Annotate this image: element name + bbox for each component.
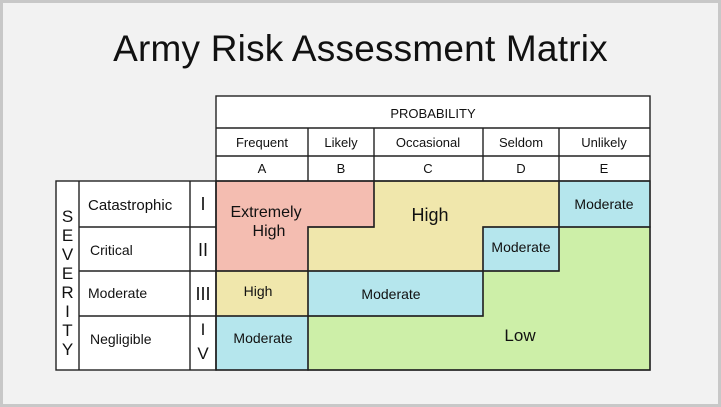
risk-extremely-high-line1: Extremely <box>230 204 301 221</box>
row-code-iii: III <box>195 284 210 304</box>
region-high-a3 <box>216 271 308 316</box>
severity-grid <box>55 180 217 371</box>
region-extremely-high <box>216 181 374 271</box>
region-moderate-row3 <box>308 271 483 316</box>
risk-moderate-e1: Moderate <box>574 196 633 212</box>
probability-header: PROBABILITY <box>390 106 476 121</box>
severity-letter: S <box>62 207 73 226</box>
column-code-e: E <box>600 161 609 176</box>
region-low <box>308 227 650 370</box>
region-high-top <box>308 181 559 271</box>
risk-extremely-high-line2: High <box>253 223 286 240</box>
severity-letter: T <box>62 321 72 340</box>
severity-header: S E V E R I T Y <box>61 207 73 359</box>
risk-moderate-row3: Moderate <box>361 286 420 302</box>
column-label-frequent: Frequent <box>236 135 288 150</box>
probability-header-bg <box>216 96 650 181</box>
severity-letter: E <box>62 226 73 245</box>
column-label-unlikely: Unlikely <box>581 135 627 150</box>
row-label-catastrophic: Catastrophic <box>88 197 173 214</box>
row-code-iv: I V <box>197 320 209 363</box>
region-moderate-d2 <box>483 227 559 271</box>
row-label-negligible: Negligible <box>90 331 152 347</box>
row-label-moderate: Moderate <box>88 285 147 301</box>
page-title: Army Risk Assessment Matrix <box>113 28 608 69</box>
column-label-occasional: Occasional <box>396 135 460 150</box>
row-code-i: I <box>200 194 205 214</box>
row-code-ii: II <box>198 240 208 260</box>
severity-letter: Y <box>62 340 73 359</box>
row-code-iv-part1: I <box>201 320 206 339</box>
column-label-seldom: Seldom <box>499 135 543 150</box>
column-code-d: D <box>516 161 525 176</box>
risk-high-a3: High <box>244 283 273 299</box>
probability-grid <box>215 95 651 371</box>
severity-letter: E <box>62 264 73 283</box>
risk-moderate-a4: Moderate <box>233 330 292 346</box>
column-code-a: A <box>258 161 267 176</box>
row-code-iv-part2: V <box>197 344 209 363</box>
column-code-c: C <box>423 161 432 176</box>
row-label-critical: Critical <box>90 242 133 258</box>
column-code-b: B <box>337 161 346 176</box>
column-label-likely: Likely <box>324 135 358 150</box>
risk-high-top: High <box>411 205 448 225</box>
region-moderate-e1 <box>559 181 650 227</box>
severity-letter: R <box>61 283 73 302</box>
risk-low: Low <box>504 326 536 345</box>
region-moderate-a4 <box>216 316 308 370</box>
risk-moderate-d2: Moderate <box>491 239 550 255</box>
severity-letter: V <box>62 245 74 264</box>
severity-letter: I <box>65 302 70 321</box>
